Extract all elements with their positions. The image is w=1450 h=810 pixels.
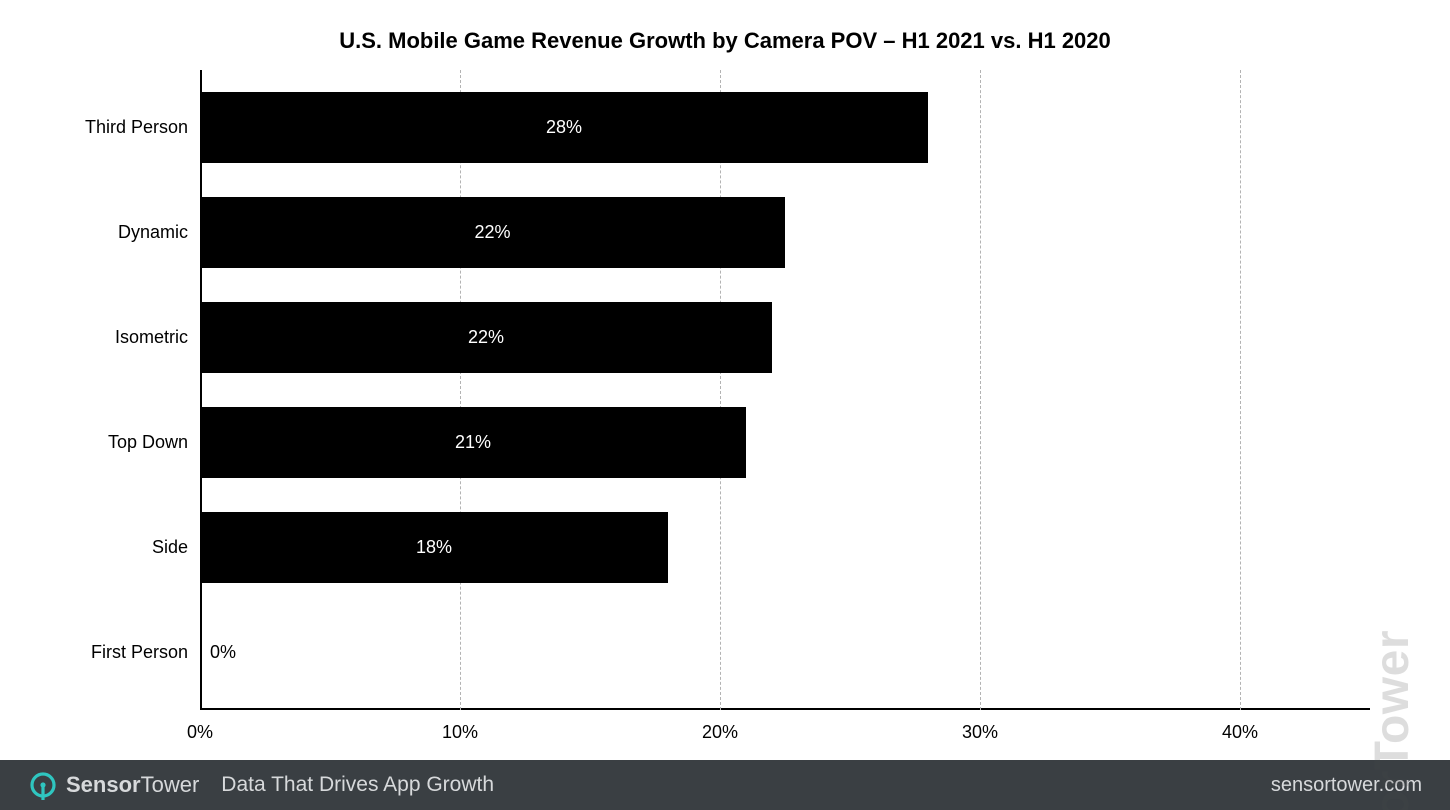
grid-line xyxy=(980,70,981,710)
bar: 22% xyxy=(200,197,785,268)
footer-url: sensortower.com xyxy=(1271,774,1422,797)
chart-title: U.S. Mobile Game Revenue Growth by Camer… xyxy=(0,28,1450,54)
x-axis-line xyxy=(200,708,1370,710)
y-axis-line xyxy=(200,70,202,710)
footer-logo: SensorTower xyxy=(28,770,199,800)
bar-row: First Person0% xyxy=(200,617,1370,688)
bar-value-label: 21% xyxy=(455,432,491,453)
bar-value-label: 0% xyxy=(210,642,236,663)
footer-logo-icon xyxy=(28,770,58,800)
bar-row: Dynamic22% xyxy=(200,197,1370,268)
bar: 18% xyxy=(200,512,668,583)
grid-line xyxy=(1240,70,1241,710)
y-category-label: Isometric xyxy=(115,327,200,348)
x-tick-label: 30% xyxy=(962,710,998,743)
bar-value-label: 22% xyxy=(474,222,510,243)
bar-row: Third Person28% xyxy=(200,92,1370,163)
y-category-label: First Person xyxy=(91,642,200,663)
footer-brand: SensorTower xyxy=(66,772,199,798)
x-tick-label: 10% xyxy=(442,710,478,743)
x-tick-label: 40% xyxy=(1222,710,1258,743)
plot-region: 0%10%20%30%40%Third Person28%Dynamic22%I… xyxy=(200,70,1370,710)
bar-row: Top Down21% xyxy=(200,407,1370,478)
footer: SensorTower Data That Drives App Growth … xyxy=(0,760,1450,810)
footer-brand-light: Tower xyxy=(141,772,200,797)
footer-tagline: Data That Drives App Growth xyxy=(221,773,494,797)
bar-value-label: 28% xyxy=(546,117,582,138)
y-category-label: Third Person xyxy=(85,117,200,138)
bar-value-label: 18% xyxy=(416,537,452,558)
grid-line xyxy=(460,70,461,710)
bar: 21% xyxy=(200,407,746,478)
y-category-label: Top Down xyxy=(108,432,200,453)
bar-row: Side18% xyxy=(200,512,1370,583)
y-category-label: Dynamic xyxy=(118,222,200,243)
grid-line xyxy=(720,70,721,710)
chart-area: U.S. Mobile Game Revenue Growth by Camer… xyxy=(0,0,1450,760)
bar: 22% xyxy=(200,302,772,373)
bar-value-label: 22% xyxy=(468,327,504,348)
x-tick-label: 20% xyxy=(702,710,738,743)
chart-container: U.S. Mobile Game Revenue Growth by Camer… xyxy=(0,0,1450,810)
x-tick-label: 0% xyxy=(187,710,213,743)
y-category-label: Side xyxy=(152,537,200,558)
footer-brand-bold: Sensor xyxy=(66,772,141,797)
bar: 28% xyxy=(200,92,928,163)
bar-row: Isometric22% xyxy=(200,302,1370,373)
